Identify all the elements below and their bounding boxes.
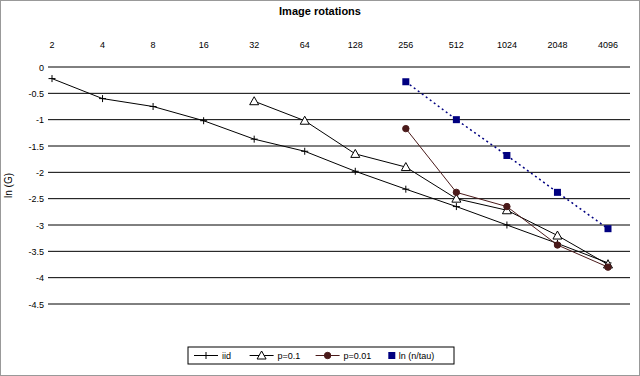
x-tick-label: 4096: [598, 40, 618, 50]
marker: [200, 117, 207, 124]
legend: iid p=0.1 p=0.01 ln (n/tau): [188, 347, 454, 364]
marker: [402, 186, 409, 193]
grid-line: [48, 93, 630, 94]
marker: [250, 97, 259, 105]
marker: [351, 149, 360, 157]
x-tick-label: 1024: [497, 40, 517, 50]
grid-line: [48, 277, 630, 278]
marker: [257, 351, 266, 359]
y-tick-label: -4: [36, 273, 44, 283]
x-tick-label: 512: [449, 40, 464, 50]
y-tick-label: -1: [36, 115, 44, 125]
legend-label: p=0.1: [278, 351, 301, 361]
marker: [402, 78, 409, 85]
marker: [251, 136, 258, 143]
grid-line: [48, 119, 630, 120]
marker: [453, 189, 459, 195]
legend-label: iid: [222, 351, 231, 361]
marker: [605, 264, 611, 270]
marker: [503, 222, 510, 229]
y-tick-label: -3: [36, 221, 44, 231]
marker: [503, 152, 510, 159]
x-tick-label: 8: [151, 40, 156, 50]
chart-border: [1, 1, 640, 376]
y-axis-label: ln (G): [3, 173, 14, 198]
marker: [324, 352, 330, 358]
marker: [401, 163, 410, 171]
marker: [504, 203, 510, 209]
marker: [554, 189, 561, 196]
y-tick-label: -2: [36, 168, 44, 178]
marker: [553, 231, 562, 239]
x-tick-label: 4: [100, 40, 105, 50]
x-tick-label: 2048: [547, 40, 567, 50]
legend-box: [188, 347, 454, 364]
grid-line: [48, 251, 630, 252]
series-line: [52, 79, 608, 263]
x-tick-label: 256: [398, 40, 413, 50]
grid-line: [48, 198, 630, 199]
series-line: [406, 82, 608, 229]
grid-line: [48, 67, 630, 68]
page: {"chart_data": {"type": "line", "title":…: [0, 0, 640, 376]
series-line: [406, 129, 608, 268]
marker: [453, 116, 460, 123]
x-tick-label: 2: [49, 40, 54, 50]
marker: [300, 116, 309, 124]
y-tick-label: -1.5: [28, 142, 44, 152]
y-tick-label: 0: [39, 63, 44, 73]
marker: [453, 203, 460, 210]
x-tick-label: 64: [300, 40, 310, 50]
marker: [352, 168, 359, 175]
x-tick-label: 128: [348, 40, 363, 50]
plot-area: [49, 75, 613, 270]
y-tick-label: -2.5: [28, 194, 44, 204]
marker: [554, 242, 560, 248]
chart: Image rotations ln (G) 0 -0.5 -1 -1.5 -2 -2.5 -3…: [0, 0, 640, 376]
y-tick-label: -3.5: [28, 247, 44, 257]
grid-line: [48, 146, 630, 147]
y-tick-label: -4.5: [28, 300, 44, 310]
grid-line: [48, 225, 630, 226]
marker: [203, 352, 210, 359]
legend-label: p=0.01: [344, 351, 372, 361]
marker: [301, 148, 308, 155]
grid-line: [48, 172, 630, 173]
y-tick-label: -0.5: [28, 89, 44, 99]
marker: [99, 95, 106, 102]
marker: [403, 125, 409, 131]
marker: [49, 75, 56, 82]
marker: [605, 225, 612, 232]
title: Image rotations: [279, 5, 361, 17]
grid-line: [48, 304, 630, 305]
legend-label: ln (n/tau): [399, 351, 435, 361]
x-tick-label: 32: [249, 40, 259, 50]
series-line: [254, 101, 608, 264]
x-tick-label: 16: [199, 40, 209, 50]
marker: [150, 103, 157, 110]
marker: [388, 352, 395, 359]
